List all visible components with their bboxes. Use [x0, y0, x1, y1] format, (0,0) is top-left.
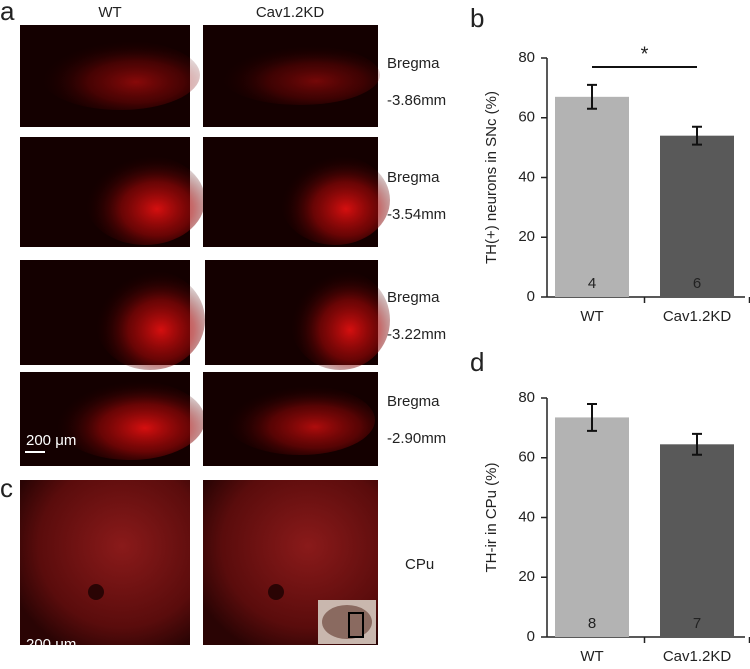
y-tick-label: 0 [527, 288, 535, 305]
column-label: WT [98, 4, 121, 21]
bregma-label: Bregma [387, 289, 440, 306]
error-bar [692, 432, 702, 456]
panel-label: a [0, 0, 15, 26]
y-tick-label: 20 [518, 228, 535, 245]
y-tick-label: 40 [518, 508, 535, 525]
y-tick-label: 80 [518, 389, 535, 406]
bregma-label: Bregma [387, 169, 440, 186]
bregma-level: -3.54mm [387, 206, 446, 223]
n-label: 6 [693, 275, 701, 292]
y-axis-label: TH-ir in CPu (%) [483, 462, 500, 572]
region-label: CPu [405, 556, 434, 573]
column-label: Cav1.2KD [256, 4, 325, 21]
error-bar [587, 83, 597, 110]
panel-label: b [470, 3, 484, 33]
significance-label: * [641, 43, 649, 65]
x-tick-label: WT [580, 648, 603, 665]
x-tick-label: WT [580, 308, 603, 325]
micrographs [20, 25, 390, 656]
bar [660, 135, 734, 297]
panel-label: c [0, 473, 13, 503]
x-tick-label: Cav1.2KD [663, 648, 732, 665]
y-tick-label: 80 [518, 49, 535, 66]
y-tick-label: 0 [527, 628, 535, 645]
error-bar [587, 402, 597, 432]
y-tick-label: 20 [518, 568, 535, 585]
y-tick-label: 40 [518, 168, 535, 185]
bregma-level: -3.86mm [387, 92, 446, 109]
bar [555, 417, 629, 637]
y-axis-label: TH(+) neurons in SNc (%) [483, 91, 500, 264]
bar [555, 96, 629, 298]
bregma-label: Bregma [387, 393, 440, 410]
scale-bar-label: 200 μm [26, 432, 76, 449]
error-bar [692, 125, 702, 146]
n-label: 8 [588, 615, 596, 632]
x-tick-label: Cav1.2KD [663, 308, 732, 325]
bregma-level: -2.90mm [387, 430, 446, 447]
y-tick-label: 60 [518, 449, 535, 466]
bregma-label: Bregma [387, 55, 440, 72]
y-tick-label: 60 [518, 109, 535, 126]
scale-bar-label: 200 μm [26, 636, 76, 653]
n-label: 4 [588, 275, 596, 292]
bar [660, 444, 734, 637]
bregma-level: -3.22mm [387, 326, 446, 343]
micrograph [20, 480, 190, 645]
panel-label: d [470, 347, 484, 377]
n-label: 7 [693, 615, 701, 632]
